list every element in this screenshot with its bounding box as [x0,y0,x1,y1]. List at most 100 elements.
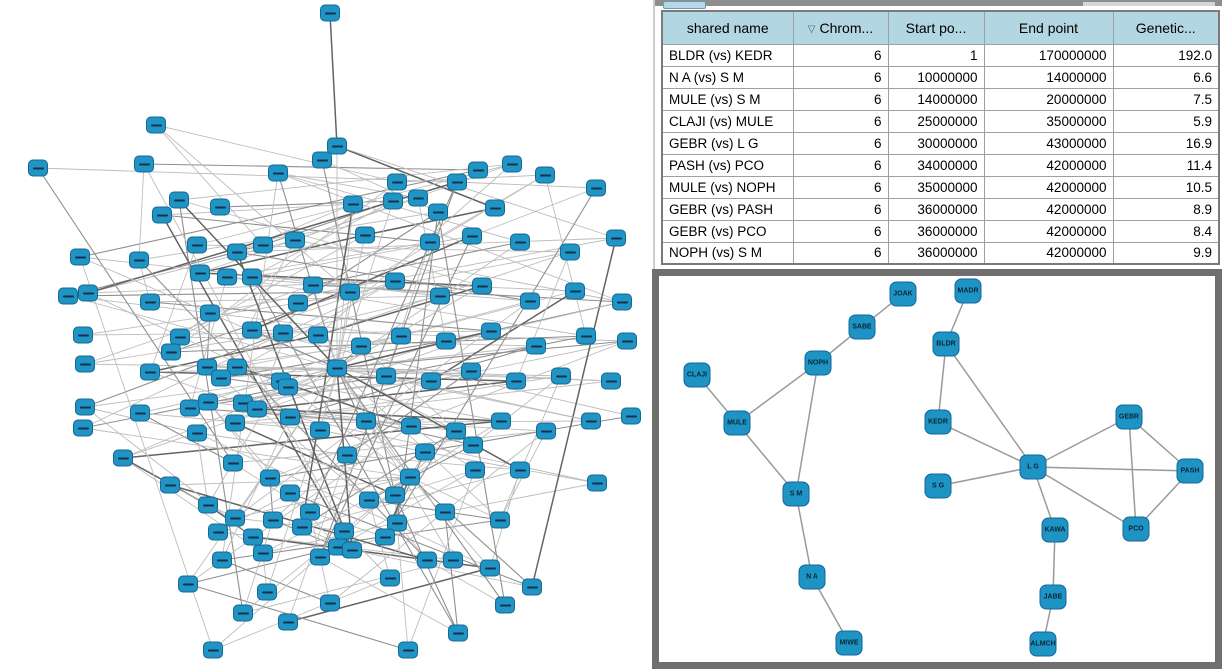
network-node[interactable] [140,363,160,381]
network-node[interactable] [337,446,357,464]
network-node[interactable] [28,159,48,177]
network-node[interactable] [211,369,231,387]
horizontal-scrollbar[interactable] [1083,2,1215,6]
network-node[interactable] [417,551,437,569]
network-node[interactable] [203,641,223,659]
table-cell[interactable]: 9.9 [1112,241,1220,265]
network-node[interactable] [520,292,540,310]
table-row[interactable]: BLDR (vs) KEDR 6 1 170000000 192.0 [661,43,1220,67]
table-cell[interactable]: 20000000 [983,87,1114,111]
network-node[interactable] [491,412,511,430]
table-cell[interactable]: MULE (vs) NOPH [661,175,794,199]
table-cell[interactable]: GEBR (vs) PCO [661,219,794,243]
table-cell[interactable]: 192.0 [1112,43,1220,67]
column-header-1[interactable]: ▽ Chrom... [792,10,889,45]
table-cell[interactable]: 6 [792,109,889,133]
network-node[interactable] [242,321,262,339]
network-node[interactable] [160,476,180,494]
network-node[interactable] [510,233,530,251]
network-node-gebr[interactable]: GEBR [1115,404,1143,430]
table-row[interactable]: MULE (vs) NOPH 6 35000000 42000000 10.5 [661,175,1220,199]
network-node[interactable] [152,206,172,224]
table-row[interactable]: MULE (vs) S M 6 14000000 20000000 7.5 [661,87,1220,111]
network-node[interactable] [243,528,263,546]
table-cell[interactable]: 10000000 [887,65,985,89]
network-node[interactable] [443,551,463,569]
network-node[interactable] [285,231,305,249]
network-node[interactable] [225,414,245,432]
network-node-kedr[interactable]: KEDR [924,409,952,435]
network-node[interactable] [180,399,200,417]
network-node[interactable] [435,503,455,521]
panel-tab-stub[interactable] [663,1,706,9]
network-node[interactable] [312,151,332,169]
network-node[interactable] [535,166,555,184]
network-node[interactable] [502,155,522,173]
table-cell[interactable]: 6 [792,131,889,155]
table-cell[interactable]: 42000000 [983,197,1114,221]
network-node[interactable] [536,422,556,440]
table-cell[interactable]: PASH (vs) PCO [661,153,794,177]
column-header-3[interactable]: End point [983,10,1114,45]
table-row[interactable]: N A (vs) S M 6 10000000 14000000 6.6 [661,65,1220,89]
table-cell[interactable]: GEBR (vs) PASH [661,197,794,221]
network-node[interactable] [303,276,323,294]
table-cell[interactable]: 42000000 [983,241,1114,265]
table-row[interactable]: CLAJI (vs) MULE 6 25000000 35000000 5.9 [661,109,1220,133]
network-node[interactable] [223,454,243,472]
network-node[interactable] [420,233,440,251]
network-node[interactable] [490,511,510,529]
network-node[interactable] [415,443,435,461]
network-node[interactable] [606,229,626,247]
table-cell[interactable]: 6 [792,175,889,199]
network-node[interactable] [178,575,198,593]
network-detail-canvas[interactable]: MADR JOAK SABE BLDR NOPH CLAJI GEBR KEDR MULE L G… [659,276,1215,662]
network-node[interactable] [273,324,293,342]
table-cell[interactable]: 6.6 [1112,65,1220,89]
network-node[interactable] [263,511,283,529]
table-cell[interactable]: 6 [792,65,889,89]
network-node[interactable] [257,583,277,601]
network-node-sg[interactable]: S G [924,473,952,499]
network-node[interactable] [75,355,95,373]
network-node[interactable] [212,551,232,569]
network-node[interactable] [268,164,288,182]
network-node[interactable] [280,484,300,502]
network-node[interactable] [400,468,420,486]
table-cell[interactable]: 7.5 [1112,87,1220,111]
network-node[interactable] [468,161,488,179]
network-node[interactable] [495,596,515,614]
column-header-0[interactable]: shared name [661,10,794,45]
network-node-pash[interactable]: PASH [1176,458,1204,484]
column-header-2[interactable]: Start po... [887,10,985,45]
table-cell[interactable]: 36000000 [887,241,985,265]
network-node[interactable] [576,327,596,345]
table-cell[interactable]: N A (vs) S M [661,65,794,89]
network-node[interactable] [522,578,542,596]
network-node[interactable] [320,4,340,22]
network-node[interactable] [198,393,218,411]
table-cell[interactable]: 5.9 [1112,109,1220,133]
table-row[interactable]: GEBR (vs) PCO 6 36000000 42000000 8.4 [661,219,1220,243]
network-node[interactable] [510,461,530,479]
network-node[interactable] [340,283,360,301]
column-header-4[interactable]: Genetic... [1112,10,1220,45]
network-node[interactable] [621,407,641,425]
network-node[interactable] [210,198,230,216]
network-node[interactable] [227,243,247,261]
table-cell[interactable]: 34000000 [887,153,985,177]
network-node[interactable] [465,461,485,479]
table-cell[interactable]: 8.9 [1112,197,1220,221]
table-cell[interactable]: GEBR (vs) L G [661,131,794,155]
table-cell[interactable]: MULE (vs) S M [661,87,794,111]
network-node[interactable] [292,518,312,536]
network-node[interactable] [551,367,571,385]
network-node-jabe[interactable]: JABE [1039,584,1067,610]
table-cell[interactable]: BLDR (vs) KEDR [661,43,794,67]
table-cell[interactable]: 11.4 [1112,153,1220,177]
network-node[interactable] [385,272,405,290]
network-node[interactable] [253,236,273,254]
network-node[interactable] [387,173,407,191]
network-node-bldr[interactable]: BLDR [932,331,960,357]
network-node[interactable] [247,400,267,418]
